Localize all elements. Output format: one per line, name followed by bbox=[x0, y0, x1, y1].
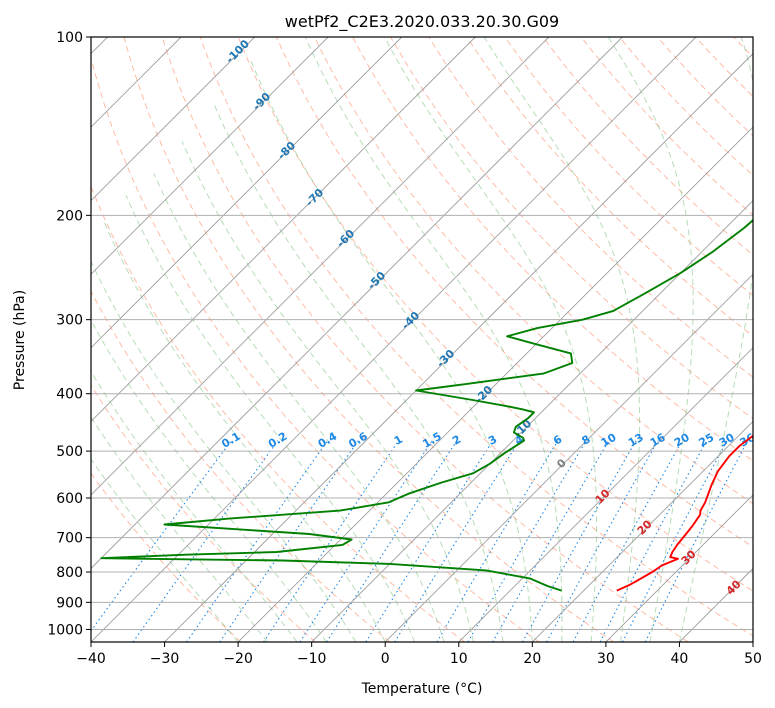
dry-adiabat bbox=[390, 37, 753, 420]
isotherm bbox=[91, 37, 476, 422]
y-tick-label: 800 bbox=[56, 565, 83, 581]
x-axis: −40 −30 −20 −10 0 10 20 30 40 50 bbox=[76, 642, 762, 667]
moist-adiabat bbox=[304, 37, 563, 642]
y-tick-label: 200 bbox=[56, 208, 83, 224]
dry-adiabat bbox=[314, 37, 753, 505]
mixing-ratio-line bbox=[365, 440, 494, 642]
isotherm bbox=[458, 347, 753, 642]
x-tick-label: −10 bbox=[297, 651, 327, 667]
dry-adiabat bbox=[91, 55, 540, 642]
x-tick-label: 30 bbox=[597, 651, 615, 667]
mixing-ratio-line bbox=[394, 440, 520, 642]
mixing-ratio-line bbox=[572, 440, 683, 642]
x-tick-label: 20 bbox=[523, 651, 541, 667]
isotherm bbox=[164, 52, 753, 642]
dry-adiabat bbox=[161, 37, 689, 642]
isotherm bbox=[91, 37, 623, 570]
moist-adiabat bbox=[678, 37, 753, 642]
y-tick-label: 100 bbox=[56, 30, 83, 46]
dry-adiabat bbox=[275, 37, 753, 548]
isotherm bbox=[311, 200, 753, 642]
y-tick-label: 500 bbox=[56, 444, 83, 460]
plot-frame bbox=[90, 36, 754, 643]
x-tick-label: 0 bbox=[381, 651, 390, 667]
dry-adiabat bbox=[352, 37, 753, 462]
moist-adiabat bbox=[153, 173, 445, 642]
y-tick-label: 700 bbox=[56, 531, 83, 547]
moist-adiabat bbox=[91, 260, 357, 642]
y-tick-label: 600 bbox=[56, 491, 83, 507]
dry-adiabat bbox=[237, 37, 753, 592]
mixing-ratio-line bbox=[522, 440, 637, 642]
mixing-ratio-line bbox=[644, 440, 749, 642]
x-tick-label: −40 bbox=[76, 651, 106, 667]
isotherm bbox=[532, 420, 753, 642]
x-tick-label: −20 bbox=[223, 651, 253, 667]
moist-adiabat bbox=[91, 370, 298, 642]
mixing-ratio-line bbox=[467, 440, 587, 642]
moist-adiabat bbox=[213, 104, 504, 642]
isotherm bbox=[384, 273, 753, 642]
y-axis-label: Pressure (hPa) bbox=[12, 290, 28, 390]
y-tick-label: 400 bbox=[56, 387, 83, 403]
moist-adiabat bbox=[91, 319, 327, 642]
x-tick-label: −30 bbox=[150, 651, 180, 667]
moist-adiabat bbox=[125, 195, 416, 642]
x-tick-label: 10 bbox=[450, 651, 468, 667]
moist-adiabat bbox=[250, 61, 533, 642]
mixing-ratio-line bbox=[436, 440, 559, 642]
background-lines bbox=[91, 37, 753, 642]
temperature-profile-line bbox=[616, 434, 753, 592]
y-tick-label: 300 bbox=[56, 313, 83, 329]
y-axis: 1000 900 800 700 600 500 400 300 200 100 bbox=[47, 30, 91, 638]
mixing-ratio-line bbox=[546, 440, 659, 642]
dry-adiabat bbox=[91, 472, 242, 642]
moist-adiabat bbox=[483, 37, 641, 642]
moist-adiabat bbox=[384, 37, 598, 642]
dry-adiabat bbox=[123, 37, 614, 642]
dry-adiabat bbox=[466, 37, 753, 337]
dewpoint-profile-line bbox=[100, 218, 753, 592]
sounding-profiles bbox=[100, 218, 753, 592]
isotherm bbox=[91, 37, 550, 496]
dry-adiabat bbox=[91, 290, 391, 642]
isotherm bbox=[91, 37, 255, 202]
chart-title: wetPf2_C2E3.2020.033.20.30.G09 bbox=[285, 12, 559, 32]
isotherm bbox=[91, 37, 329, 275]
mixing-ratio-line bbox=[132, 440, 279, 642]
y-tick-label: 900 bbox=[56, 595, 83, 611]
moist-adiabat bbox=[103, 221, 386, 642]
dry-adiabat bbox=[504, 37, 753, 297]
isotherm bbox=[91, 37, 697, 642]
isotherm bbox=[605, 494, 753, 642]
dry-adiabat bbox=[428, 37, 753, 378]
isotherm bbox=[237, 126, 753, 642]
x-tick-label: 50 bbox=[744, 651, 762, 667]
isotherm bbox=[91, 37, 403, 349]
x-tick-label: 40 bbox=[671, 651, 689, 667]
y-tick-label: 1000 bbox=[47, 622, 83, 638]
mixing-ratio-line bbox=[622, 440, 728, 642]
mixing-ratio-line bbox=[299, 440, 433, 642]
mixing-ratio-line bbox=[492, 440, 610, 642]
mixing-ratio-line bbox=[599, 440, 708, 642]
dry-adiabat bbox=[91, 185, 465, 642]
x-axis-label: Temperature (°C) bbox=[361, 681, 483, 697]
moist-adiabat bbox=[607, 37, 694, 642]
dry-adiabat bbox=[91, 384, 316, 642]
moist-adiabat bbox=[91, 458, 239, 642]
